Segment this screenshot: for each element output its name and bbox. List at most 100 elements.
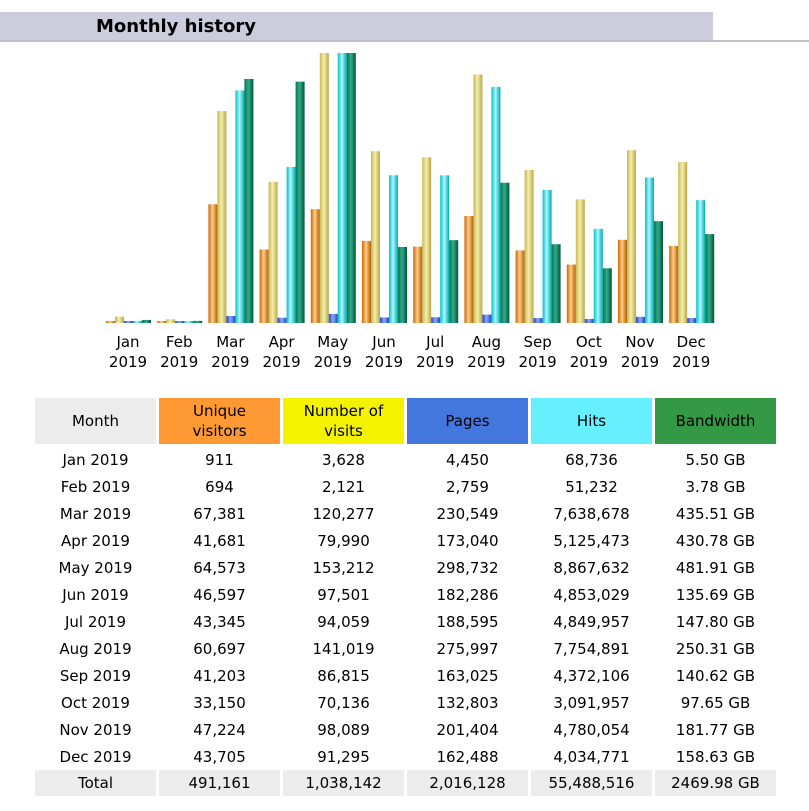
x-tick-year-label: 2019: [109, 353, 147, 371]
x-tick-month-label: Mar: [216, 333, 245, 351]
cell-month: Dec 2019: [59, 747, 132, 766]
bar-pages: [124, 321, 133, 323]
cell-unique-visitors: 694: [205, 477, 234, 496]
cell-bandwidth: 147.80 GB: [675, 612, 756, 631]
cell-hits: 68,736: [565, 450, 618, 469]
bar-pages: [687, 318, 697, 323]
bar-pages: [533, 318, 543, 323]
cell-month: Nov 2019: [59, 720, 132, 739]
column-header-number-of-visits: Number of visits: [283, 398, 404, 444]
cell-hits: 51,232: [565, 477, 618, 496]
cell-pages: 162,488: [436, 747, 499, 766]
cell-hits: 7,754,891: [553, 639, 630, 658]
bar-visits: [268, 182, 278, 323]
cell-unique-visitors: 911: [205, 450, 234, 469]
cell-unique-visitors: 33,150: [193, 693, 246, 712]
cell-month: Jan 2019: [62, 450, 129, 469]
x-tick-year-label: 2019: [365, 353, 403, 371]
cell-number-of-visits: 141,019: [312, 639, 375, 658]
cell-unique-visitors: 46,597: [193, 585, 246, 604]
table-row: Dec 2019 43,705 91,295 162,488 4,034,771 158.…: [35, 743, 776, 770]
cell-unique-visitors: 64,573: [193, 558, 246, 577]
bar-bandwidth: [244, 78, 254, 323]
cell-bandwidth: 481.91 GB: [675, 558, 756, 577]
bar-hits: [337, 53, 347, 323]
cell-number-of-visits: 2,121: [322, 477, 365, 496]
table-row: Jul 2019 43,345 94,059 188,595 4,849,957 147.…: [35, 608, 776, 635]
cell-bandwidth: 181.77 GB: [675, 720, 756, 739]
cell-unique-visitors: 43,705: [193, 747, 246, 766]
cell-month: Oct 2019: [61, 693, 130, 712]
cell-hits: 4,849,957: [553, 612, 630, 631]
cell-month: May 2019: [58, 558, 133, 577]
x-tick-year-label: 2019: [519, 353, 557, 371]
cell-bandwidth: 430.78 GB: [675, 531, 756, 550]
bar-hits: [593, 228, 603, 323]
x-tick-year-label: 2019: [621, 353, 659, 371]
x-tick-month-label: Feb: [166, 333, 193, 351]
cell-month: Jul 2019: [64, 612, 127, 631]
bar-pages: [636, 316, 645, 323]
bar-visitors: [464, 216, 474, 323]
table-row: Jan 2019 911 3,628 4,450 68,736 5.50 GB: [35, 446, 776, 473]
table-row: Aug 2019 60,697 141,019 275,997 7,754,891 250…: [35, 635, 776, 662]
table-row: Mar 2019 67,381 120,277 230,549 7,638,678 435…: [35, 500, 776, 527]
bar-hits: [133, 320, 142, 323]
x-tick-month-label: Oct: [576, 333, 602, 351]
column-header-month: Month: [35, 398, 156, 444]
cell-bandwidth: 140.62 GB: [675, 666, 756, 685]
cell-hits: 4,372,106: [553, 666, 630, 685]
cell-number-of-visits: 1,038,142: [283, 770, 404, 796]
cell-pages: 188,595: [436, 612, 499, 631]
bar-bandwidth: [295, 81, 305, 323]
cell-month: Feb 2019: [60, 477, 131, 496]
x-tick-year-label: 2019: [263, 353, 301, 371]
bar-pages: [482, 314, 492, 323]
bar-hits: [696, 200, 706, 323]
bar-visits: [575, 199, 585, 323]
cell-pages: 182,286: [436, 585, 499, 604]
cell-pages: 2,016,128: [407, 770, 528, 796]
cell-number-of-visits: 86,815: [317, 666, 370, 685]
bar-hits: [440, 175, 450, 323]
cell-number-of-visits: 3,628: [322, 450, 365, 469]
bar-visits: [115, 316, 124, 323]
cell-number-of-visits: 98,089: [317, 720, 370, 739]
bar-visits: [422, 157, 432, 323]
bar-pages: [431, 317, 441, 323]
cell-unique-visitors: 60,697: [193, 639, 246, 658]
bar-bandwidth: [602, 268, 612, 323]
bar-visitors: [413, 246, 423, 323]
bar-visits: [371, 151, 380, 323]
bar-bandwidth: [551, 244, 561, 323]
cell-month: Total: [35, 770, 156, 796]
bar-visitors: [310, 209, 320, 323]
cell-month: Sep 2019: [59, 666, 132, 685]
x-tick-year-label: 2019: [467, 353, 505, 371]
table-row: May 2019 64,573 153,212 298,732 8,867,632 481…: [35, 554, 776, 581]
cell-pages: 132,803: [436, 693, 499, 712]
bar-visits: [524, 170, 534, 323]
cell-unique-visitors: 47,224: [193, 720, 246, 739]
bar-visitors: [157, 321, 167, 323]
bar-pages: [175, 321, 185, 323]
monthly-history-table: Month Unique visitors Number of visits Pages H…: [32, 398, 779, 796]
section-title: Monthly history: [96, 16, 256, 37]
cell-pages: 2,759: [446, 477, 489, 496]
x-tick-month-label: Aug: [472, 333, 501, 351]
bar-visitors: [515, 250, 525, 323]
x-tick-year-label: 2019: [570, 353, 608, 371]
table-row: Feb 2019 694 2,121 2,759 51,232 3.78 GB: [35, 473, 776, 500]
total-row: Total 491,161 1,038,142 2,016,128 55,488,516…: [35, 770, 776, 796]
bar-bandwidth: [500, 182, 510, 323]
cell-month: Mar 2019: [59, 504, 132, 523]
bar-pages: [226, 315, 236, 323]
cell-bandwidth: 2469.98 GB: [655, 770, 776, 796]
bar-bandwidth: [193, 320, 203, 323]
cell-pages: 275,997: [436, 639, 499, 658]
bar-visitors: [362, 240, 371, 323]
bar-bandwidth: [654, 221, 663, 323]
bar-pages: [328, 313, 338, 323]
bar-visitors: [259, 249, 269, 323]
cell-bandwidth: 135.69 GB: [675, 585, 756, 604]
